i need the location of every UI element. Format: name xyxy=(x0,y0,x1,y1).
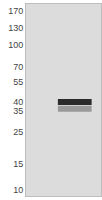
svg-text:130: 130 xyxy=(8,23,23,33)
svg-text:10: 10 xyxy=(13,185,23,195)
svg-text:15: 15 xyxy=(13,159,23,169)
svg-text:70: 70 xyxy=(13,62,23,72)
svg-text:55: 55 xyxy=(13,77,23,87)
svg-text:35: 35 xyxy=(13,106,23,116)
svg-text:170: 170 xyxy=(8,6,23,16)
svg-text:100: 100 xyxy=(8,40,23,50)
svg-text:40: 40 xyxy=(13,97,23,107)
svg-text:25: 25 xyxy=(13,127,23,137)
